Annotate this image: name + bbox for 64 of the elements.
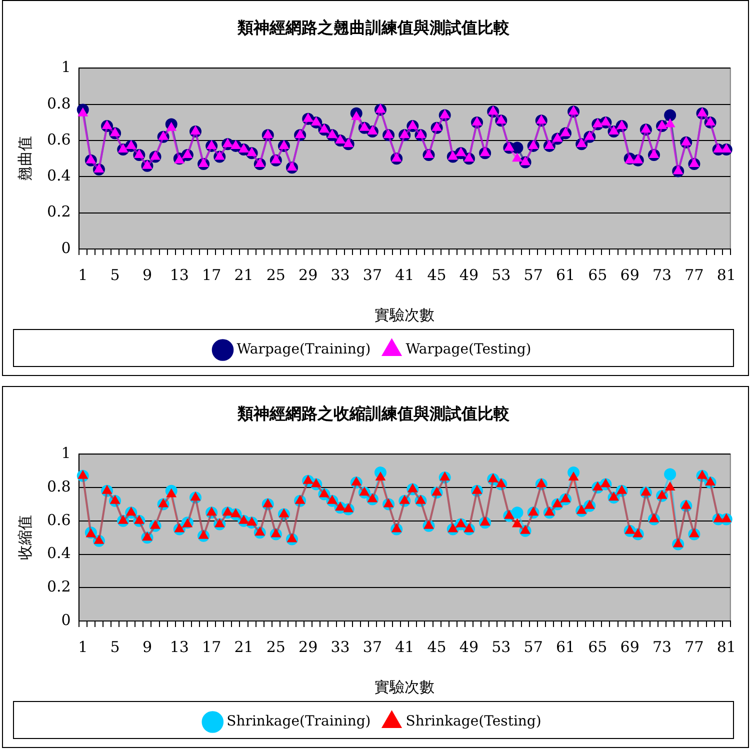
- x-tick-label: 9: [142, 638, 152, 656]
- legend-label: Shrinkage(Testing): [406, 714, 542, 730]
- y-tick-label: 0.8: [46, 477, 71, 496]
- x-tick-label: 21: [234, 638, 254, 656]
- y-axis-title: 翹曲值: [16, 136, 34, 182]
- legend-label: Warpage(Testing): [406, 342, 532, 358]
- y-tick-label: 0.4: [46, 166, 71, 185]
- x-tick-label: 73: [652, 638, 672, 656]
- x-tick-label: 1: [78, 266, 88, 284]
- x-tick-label: 45: [427, 638, 446, 656]
- y-tick-label: 0: [61, 238, 71, 257]
- x-tick-label: 29: [298, 266, 318, 284]
- x-tick-label: 37: [362, 266, 382, 284]
- x-tick-label: 41: [395, 638, 414, 656]
- y-tick-label: 0.8: [46, 94, 71, 112]
- x-tick-label: 57: [524, 266, 543, 284]
- x-tick-label: 65: [588, 266, 608, 284]
- legend-label: Shrinkage(Training): [226, 714, 371, 730]
- x-tick-label: 77: [684, 638, 704, 656]
- x-tick-label: 81: [716, 266, 736, 284]
- x-tick-label: 13: [170, 638, 189, 656]
- x-tick-label: 5: [110, 638, 120, 656]
- x-tick-label: 81: [716, 638, 736, 656]
- y-tick-label: 0.2: [46, 202, 71, 221]
- y-tick-label: 0.6: [46, 130, 71, 148]
- y-tick-label: 0.4: [46, 544, 71, 562]
- x-tick-label: 33: [330, 266, 350, 284]
- y-tick-label: 1: [61, 58, 71, 76]
- x-tick-label: 49: [459, 638, 479, 656]
- x-tick-label: 61: [556, 266, 576, 284]
- y-tick-label: 0.2: [46, 578, 71, 596]
- x-axis-title: 實驗次數: [374, 306, 435, 324]
- y-tick-label: 0.6: [46, 510, 71, 529]
- x-tick-label: 17: [202, 266, 222, 284]
- x-tick-label: 61: [556, 638, 576, 656]
- x-tick-label: 69: [620, 266, 640, 284]
- x-tick-label: 37: [362, 638, 382, 656]
- x-tick-label: 5: [110, 266, 120, 284]
- x-tick-label: 45: [427, 266, 446, 284]
- x-tick-label: 21: [234, 266, 254, 284]
- y-axis-title: 收縮值: [16, 515, 34, 560]
- x-tick-label: 13: [170, 266, 189, 284]
- x-tick-label: 53: [492, 266, 511, 284]
- legend-label: Warpage(Training): [236, 342, 371, 358]
- x-tick-label: 57: [524, 638, 543, 656]
- x-tick-label: 69: [620, 638, 640, 656]
- x-tick-label: 53: [492, 638, 511, 656]
- chart-title: 類神經網路之翹曲訓練值與測試值比較: [236, 18, 510, 37]
- x-tick-label: 41: [395, 266, 414, 284]
- x-tick-label: 1: [78, 638, 88, 656]
- x-axis-title: 實驗次數: [374, 678, 435, 696]
- x-tick-label: 77: [684, 266, 704, 284]
- x-tick-label: 9: [142, 266, 152, 284]
- x-tick-label: 29: [298, 638, 318, 656]
- chart-title: 類神經網路之收縮訓練值與測試值比較: [236, 404, 510, 423]
- x-tick-label: 25: [266, 638, 286, 656]
- x-tick-label: 25: [266, 266, 286, 284]
- x-tick-label: 33: [330, 638, 350, 656]
- y-tick-label: 1: [61, 444, 71, 462]
- x-tick-label: 49: [459, 266, 479, 284]
- x-tick-label: 65: [588, 638, 608, 656]
- x-tick-label: 17: [202, 638, 222, 656]
- y-tick-label: 0: [61, 610, 71, 629]
- x-tick-label: 73: [652, 266, 672, 284]
